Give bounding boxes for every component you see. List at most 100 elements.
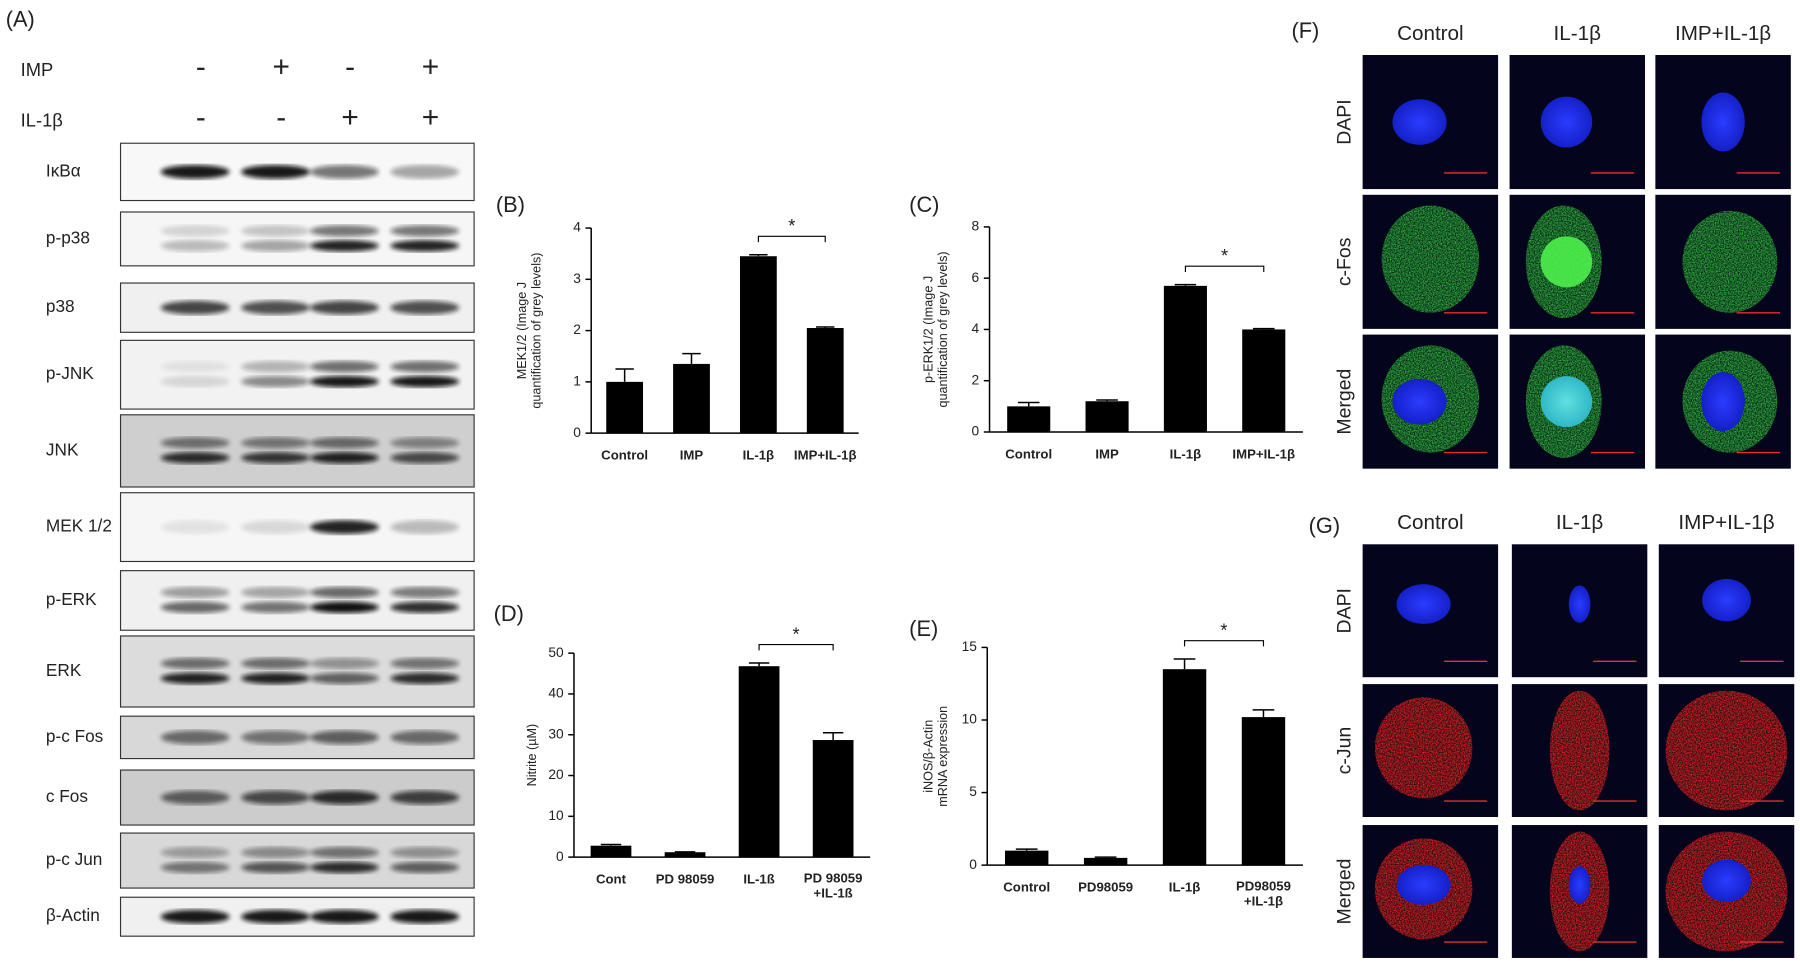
- nucleus: [1392, 99, 1447, 145]
- significance-bracket: [758, 644, 834, 651]
- bar: [606, 381, 644, 434]
- micrograph: [1511, 825, 1648, 958]
- blot-band: [390, 672, 460, 685]
- blot-band: [241, 520, 310, 534]
- blot-band: [390, 846, 460, 859]
- bar: [1007, 406, 1051, 432]
- protein-label: p-p38: [46, 227, 90, 247]
- blot-band: [160, 375, 230, 388]
- blot-band: [241, 300, 310, 315]
- blot-band: [241, 909, 310, 924]
- y-axis-label: MEK1/2 (Image Jquantification of grey le…: [515, 253, 544, 409]
- y-tick-label: 0: [573, 425, 581, 440]
- blot-band: [390, 601, 460, 614]
- significance-label: *: [793, 623, 800, 644]
- blot-band: [390, 437, 460, 449]
- bar: [812, 740, 854, 858]
- blot-band: [390, 300, 460, 315]
- y-tick-label: 10: [548, 808, 564, 823]
- column-label: Control: [1397, 22, 1464, 45]
- protein-label: MEK 1/2: [46, 516, 112, 536]
- blot-band: [241, 586, 310, 599]
- blot-strip: [119, 211, 475, 267]
- panel-label: (E): [909, 616, 938, 641]
- nucleus: [1702, 859, 1751, 903]
- cytoplasm: [1381, 205, 1480, 313]
- blot-band: [309, 437, 379, 449]
- y-tick-label: 0: [969, 857, 977, 872]
- blot-band: [241, 730, 310, 745]
- y-tick-label: 15: [962, 639, 978, 654]
- y-tick-label: 50: [548, 645, 564, 660]
- condition-sign: +: [422, 101, 439, 134]
- row-label: DAPI: [1334, 99, 1356, 144]
- blot-band: [241, 165, 310, 179]
- y-tick-label: 6: [972, 270, 980, 285]
- blot-band: [390, 790, 460, 805]
- y-tick-label: 0: [556, 849, 564, 864]
- micrograph: [1362, 825, 1499, 958]
- panel-label: (D): [494, 601, 524, 626]
- y-tick-label: 3: [573, 271, 581, 286]
- blot-band: [390, 520, 460, 534]
- blot-band: [241, 452, 310, 464]
- x-tick-label: IMP: [1095, 446, 1119, 461]
- row-label: Merged: [1334, 369, 1356, 435]
- nucleus: [1396, 864, 1451, 905]
- y-tick-label: 2: [972, 372, 980, 387]
- blot-band: [241, 601, 310, 614]
- column-label: IMP+IL-1β: [1678, 511, 1774, 534]
- y-tick-label: 10: [962, 712, 978, 727]
- condition-sign: +: [341, 101, 358, 134]
- micrograph: [1658, 825, 1795, 958]
- protein-label: p-c Jun: [46, 849, 102, 869]
- blot-band: [160, 672, 230, 685]
- blot-band: [160, 730, 230, 745]
- blot-band: [309, 165, 379, 179]
- blot-band: [160, 846, 230, 859]
- blot-band: [241, 790, 310, 805]
- x-tick-label: IL-1ß: [743, 872, 774, 887]
- x-tick-label: IMP+IL-1β: [794, 448, 857, 463]
- bar: [806, 328, 844, 434]
- blot-band: [160, 300, 230, 315]
- blot-band: [241, 861, 310, 874]
- protein-label: JNK: [46, 439, 79, 459]
- blot-band: [160, 790, 230, 805]
- blot-band: [390, 165, 460, 179]
- y-tick-label: 1: [573, 374, 581, 389]
- micrograph: [1509, 55, 1646, 190]
- blot-band: [241, 846, 310, 859]
- condition-label: IL-1β: [21, 109, 63, 130]
- x-tick-label: IMP+IL-1β: [1232, 446, 1295, 461]
- micrograph: [1655, 55, 1791, 190]
- bar: [1242, 329, 1286, 432]
- blot-band: [309, 846, 379, 859]
- bar: [739, 256, 777, 434]
- blot-band: [241, 240, 310, 252]
- micrograph: [1362, 334, 1499, 469]
- significance-bracket: [1184, 265, 1265, 272]
- column-label: IL-1β: [1556, 511, 1604, 534]
- micrograph: [1658, 544, 1795, 678]
- y-axis-label: iNOS/β-ActinmRNA expression: [922, 706, 951, 807]
- blot-band: [160, 225, 230, 237]
- x-tick-label: IL-1β: [743, 448, 774, 463]
- bar: [1005, 850, 1049, 866]
- micrograph: [1362, 55, 1499, 190]
- y-tick-label: 40: [548, 686, 564, 701]
- nucleus: [1702, 578, 1751, 622]
- x-tick-label: Control: [1003, 880, 1050, 895]
- bar: [1241, 717, 1286, 866]
- bar: [673, 363, 710, 434]
- protein-label: IκBα: [46, 160, 81, 180]
- blot-band: [160, 240, 230, 252]
- x-tick-label: PD 98059: [656, 872, 715, 887]
- cytoplasm: [1682, 210, 1778, 313]
- x-tick-label: PD98059: [1078, 880, 1133, 895]
- panel-label: (C): [909, 192, 939, 217]
- blot-band: [390, 225, 460, 237]
- micrograph: [1511, 684, 1648, 818]
- panel-label: (F): [1291, 18, 1319, 43]
- cytoplasm: [1374, 697, 1473, 799]
